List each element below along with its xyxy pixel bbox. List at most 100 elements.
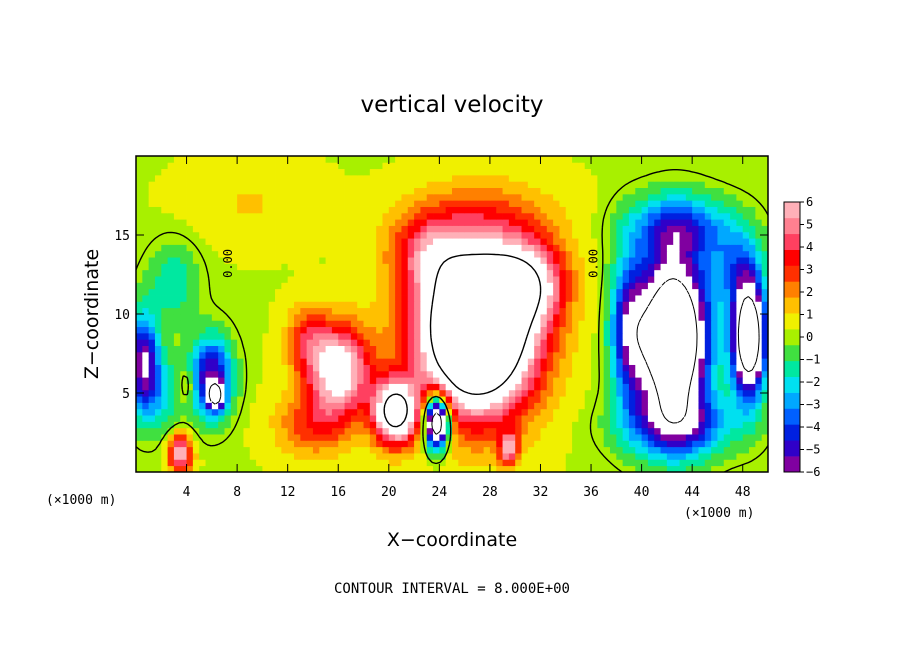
- heat-cell: [192, 193, 200, 201]
- heat-cell: [426, 358, 434, 365]
- heat-cell: [148, 225, 156, 233]
- heat-cell: [591, 295, 598, 302]
- heat-cell: [641, 459, 649, 467]
- heat-cell: [711, 168, 718, 176]
- heat-cell: [749, 301, 756, 309]
- heat-cell: [464, 453, 472, 460]
- heat-cell: [363, 238, 371, 245]
- heat-cell: [603, 465, 611, 472]
- heat-cell: [357, 383, 364, 391]
- heat-cell: [546, 408, 554, 416]
- heat-cell: [559, 307, 567, 315]
- heat-cell: [698, 415, 706, 422]
- heat-cell: [199, 358, 206, 365]
- heat-cell: [388, 351, 396, 359]
- heat-cell: [546, 465, 554, 472]
- heat-cell: [628, 307, 636, 315]
- heat-cell: [211, 345, 219, 353]
- heat-cell: [591, 206, 598, 214]
- heat-cell: [161, 295, 168, 302]
- heat-cell: [597, 162, 605, 170]
- heat-cell: [445, 174, 453, 182]
- heat-cell: [256, 276, 263, 283]
- heat-cell: [635, 465, 642, 472]
- heat-cell: [199, 206, 206, 214]
- heat-cell: [230, 434, 238, 441]
- heat-cell: [325, 276, 333, 283]
- heat-cell: [401, 282, 409, 290]
- heat-cell: [603, 174, 611, 182]
- heat-cell: [173, 212, 181, 220]
- heat-cell: [616, 269, 624, 277]
- heat-cell: [388, 244, 396, 252]
- heat-cell: [433, 326, 440, 334]
- heat-cell: [205, 408, 213, 416]
- heat-cell: [685, 332, 693, 340]
- heat-cell: [698, 314, 706, 321]
- heat-cell: [224, 174, 232, 182]
- heat-cell: [553, 225, 560, 233]
- heat-cell: [357, 156, 364, 163]
- heat-cell: [635, 212, 642, 220]
- heat-cell: [319, 446, 326, 454]
- heat-cell: [730, 181, 737, 188]
- heat-cell: [136, 320, 143, 328]
- heat-cell: [325, 295, 333, 302]
- heat-cell: [262, 427, 270, 435]
- heat-cell: [414, 358, 421, 365]
- heat-cell: [275, 377, 282, 384]
- heat-cell: [635, 200, 642, 207]
- heat-cell: [584, 212, 592, 220]
- heat-cell: [154, 200, 162, 207]
- heat-cell: [610, 320, 617, 328]
- heat-cell: [331, 282, 339, 290]
- heat-cell: [401, 244, 409, 252]
- heat-cell: [243, 187, 251, 195]
- heat-cell: [464, 415, 472, 422]
- heat-cell: [584, 421, 592, 429]
- heat-cell: [180, 225, 187, 233]
- heat-cell: [711, 212, 718, 220]
- heat-cell: [755, 162, 763, 170]
- heat-cell: [249, 288, 257, 296]
- heat-cell: [268, 295, 276, 302]
- heat-cell: [654, 415, 661, 422]
- heat-cell: [515, 345, 522, 353]
- heat-cell: [578, 427, 586, 435]
- heat-cell: [338, 231, 345, 239]
- heat-cell: [508, 377, 516, 384]
- heat-cell: [534, 156, 541, 163]
- heat-cell: [610, 345, 617, 353]
- heat-cell: [458, 345, 466, 353]
- heat-cell: [218, 351, 225, 359]
- heat-cell: [211, 295, 219, 302]
- heat-cell: [572, 389, 579, 397]
- heat-cell: [382, 377, 390, 384]
- heat-cell: [515, 200, 522, 207]
- heat-cell: [230, 225, 238, 233]
- heat-cell: [591, 225, 598, 233]
- heat-cell: [679, 370, 687, 378]
- heat-cell: [641, 250, 649, 258]
- heat-cell: [603, 288, 611, 296]
- heat-cell: [534, 415, 541, 422]
- heat-cell: [433, 351, 440, 359]
- heat-cell: [761, 269, 768, 277]
- heat-cell: [161, 345, 168, 353]
- heat-cell: [717, 345, 725, 353]
- heat-cell: [319, 364, 326, 372]
- heat-cell: [610, 383, 617, 391]
- heat-cell: [470, 276, 478, 283]
- heat-cell: [742, 219, 750, 226]
- heat-cell: [357, 307, 364, 315]
- heat-cell: [230, 364, 238, 372]
- heat-cell: [730, 301, 737, 309]
- heat-cell: [136, 307, 143, 315]
- heat-cell: [167, 276, 175, 283]
- heat-cell: [723, 200, 731, 207]
- heat-cell: [426, 345, 434, 353]
- heat-cell: [742, 370, 750, 378]
- heat-cell: [698, 440, 706, 448]
- heat-cell: [363, 465, 371, 472]
- heat-cell: [470, 408, 478, 416]
